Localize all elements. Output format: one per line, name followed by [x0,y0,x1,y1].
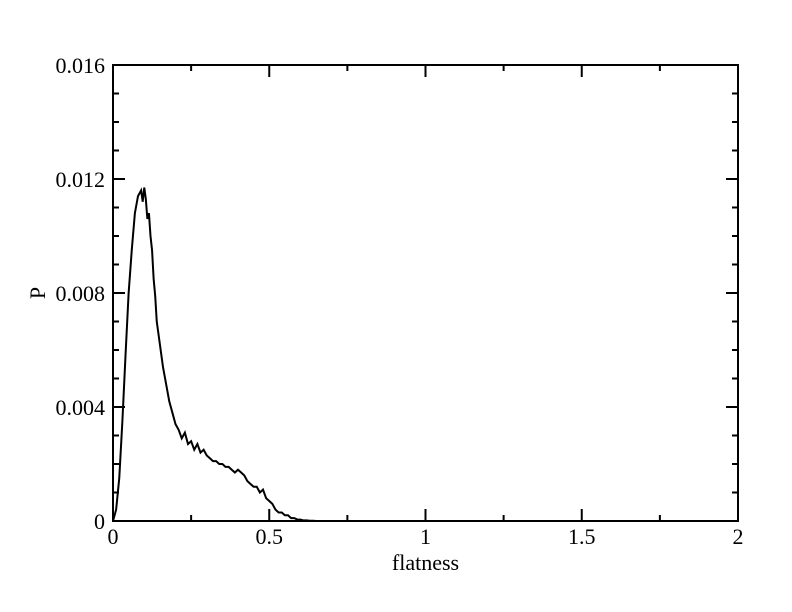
x-tick-label: 1.5 [568,524,596,549]
x-axis-label: flatness [392,550,459,575]
x-tick-label: 1 [420,524,431,549]
y-axis-label: P [25,287,50,299]
y-tick-label: 0.016 [56,53,106,78]
x-tick-label: 2 [733,524,744,549]
tick-labels: 0 0.5 1 1.5 2 0 0.004 0.008 0.012 0.016 [56,53,744,549]
tick-marks [112,64,739,522]
y-tick-label: 0.008 [56,281,106,306]
plot-frame [112,64,739,522]
series-line [112,187,326,522]
y-tick-label: 0.012 [56,167,106,192]
y-tick-label: 0.004 [56,395,106,420]
x-tick-label: 0.5 [256,524,284,549]
x-tick-label: 0 [108,524,119,549]
y-tick-label: 0 [94,509,105,534]
